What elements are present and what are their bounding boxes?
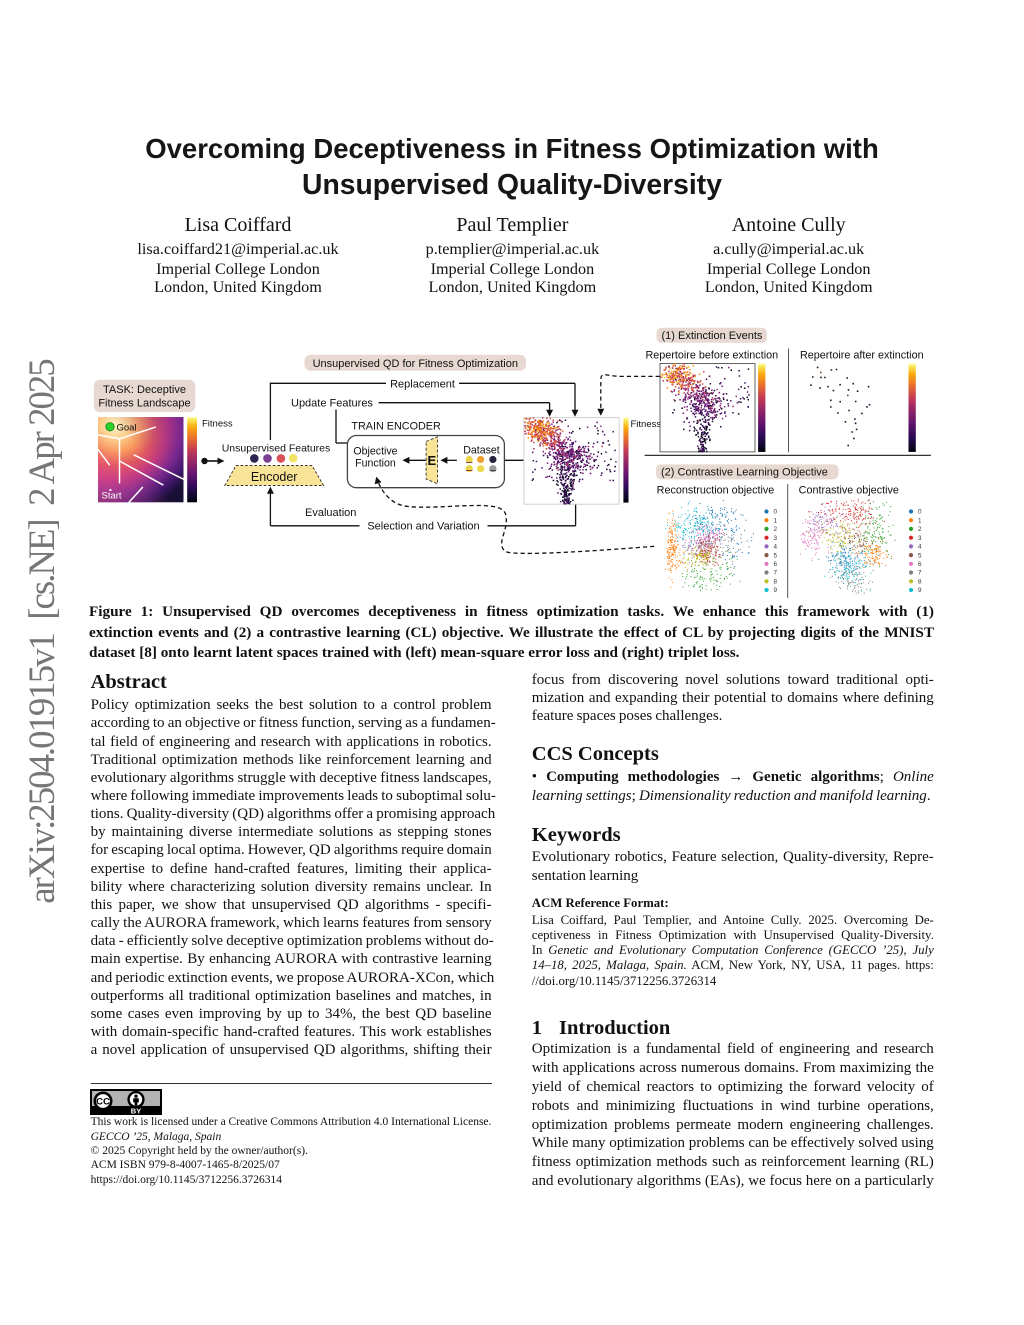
svg-text:5: 5: [918, 552, 922, 559]
svg-text:Reconstruction objective: Reconstruction objective: [657, 485, 775, 497]
svg-text:7: 7: [774, 570, 778, 577]
svg-text:BY: BY: [131, 1106, 141, 1115]
svg-text:Goal: Goal: [117, 423, 137, 434]
svg-text:Dataset: Dataset: [463, 445, 500, 457]
svg-text:0: 0: [918, 509, 922, 516]
svg-text:8: 8: [918, 579, 922, 586]
svg-text:5: 5: [774, 552, 778, 559]
svg-text:(1) Extinction Events: (1) Extinction Events: [662, 330, 763, 342]
svg-text:Replacement: Replacement: [390, 378, 455, 390]
svg-text:9: 9: [918, 587, 922, 594]
svg-text:Objective: Objective: [353, 446, 397, 458]
svg-text:7: 7: [918, 570, 922, 577]
svg-text:Unsupervised Features: Unsupervised Features: [222, 442, 331, 454]
svg-text:TRAIN ENCODER: TRAIN ENCODER: [351, 421, 441, 433]
svg-text:4: 4: [774, 544, 778, 551]
svg-text:1: 1: [774, 517, 778, 524]
svg-text:4: 4: [918, 544, 922, 551]
svg-text:(2) Contrastive Learning Objec: (2) Contrastive Learning Objective: [661, 467, 828, 479]
svg-text:Contrastive objective: Contrastive objective: [799, 485, 899, 497]
svg-text:Repertoire before extinction: Repertoire before extinction: [645, 350, 778, 362]
svg-text:E: E: [427, 453, 436, 468]
svg-text:Fitness: Fitness: [631, 419, 662, 430]
svg-text:Selection and Variation: Selection and Variation: [367, 521, 479, 533]
svg-text:1: 1: [918, 517, 922, 524]
svg-text:Update Features: Update Features: [291, 398, 373, 410]
svg-text:2: 2: [918, 526, 922, 533]
svg-text:Evaluation: Evaluation: [305, 507, 356, 519]
svg-text:Fitness Landscape: Fitness Landscape: [98, 397, 190, 409]
svg-text:Repertoire after extinction: Repertoire after extinction: [800, 350, 924, 362]
svg-text:6: 6: [918, 561, 922, 568]
svg-text:Encoder: Encoder: [251, 470, 298, 484]
svg-text:2: 2: [774, 526, 778, 533]
svg-text:3: 3: [774, 535, 778, 542]
svg-text:Unsupervised QD for Fitness Op: Unsupervised QD for Fitness Optimization: [313, 358, 518, 370]
svg-text:0: 0: [774, 509, 778, 516]
svg-text:Fitness: Fitness: [202, 419, 233, 430]
svg-text:Function: Function: [355, 458, 396, 470]
svg-text:TASK: Deceptive: TASK: Deceptive: [103, 384, 186, 396]
svg-text:CC: CC: [96, 1096, 110, 1107]
svg-text:3: 3: [918, 535, 922, 542]
svg-text:Start: Start: [102, 490, 122, 501]
svg-text:6: 6: [774, 561, 778, 568]
svg-text:8: 8: [774, 579, 778, 586]
svg-text:9: 9: [774, 587, 778, 594]
